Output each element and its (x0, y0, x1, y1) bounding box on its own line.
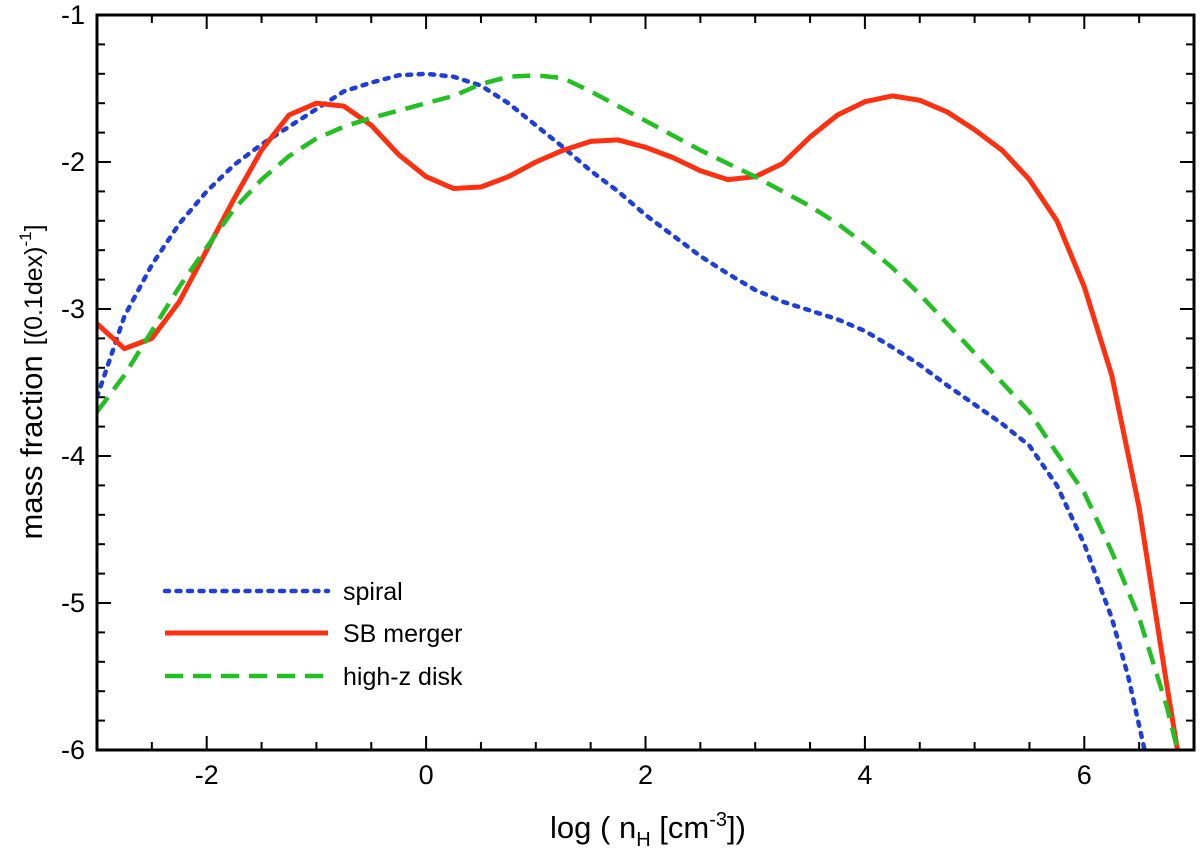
x-tick-label: -2 (195, 760, 219, 790)
legend-item-spiral: spiral (162, 578, 403, 606)
series-line-spiral (97, 71, 1147, 750)
x-tick-label: 2 (638, 760, 653, 790)
axis-ticks (96, 14, 1195, 751)
x-tick-label: 4 (857, 760, 872, 790)
y-tick-label: -5 (61, 588, 85, 618)
plot-frame (95, 13, 1196, 752)
tick-labels: -2 0 2 4 6 -6 -5 -4 -3 -2 -1 (61, 0, 1092, 790)
x-tick-label: 0 (419, 760, 434, 790)
x-tick-label: 6 (1077, 760, 1092, 790)
legend-label-high-z-disk: high-z disk (343, 663, 463, 691)
y-tick-label: -6 (61, 735, 85, 765)
y-tick-label: -3 (61, 294, 85, 324)
y-tick-label: -1 (61, 0, 85, 30)
legend-item-high-z-disk: high-z disk (165, 663, 463, 691)
y-tick-label: -4 (61, 441, 85, 471)
legend-label-sb-merger: SB merger (343, 620, 462, 648)
plot-area (97, 71, 1180, 750)
legend-label-spiral: spiral (343, 578, 403, 606)
legend-item-sb-merger: SB merger (165, 620, 462, 648)
y-axis-label: mass fraction[(0.1dex)-1] (14, 224, 49, 539)
x-axis-label: log ( nH [cm-3]) (550, 809, 746, 851)
legend: spiral SB merger high-z disk (162, 578, 463, 691)
series-line-sb-merger (97, 93, 1180, 750)
series-line-high-z-disk (97, 73, 1180, 750)
y-tick-label: -2 (61, 147, 85, 177)
